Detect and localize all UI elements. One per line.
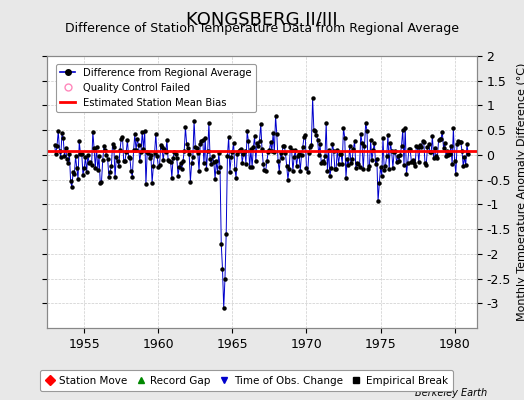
Legend: Difference from Regional Average, Quality Control Failed, Estimated Station Mean: Difference from Regional Average, Qualit… [57, 64, 256, 112]
Y-axis label: Monthly Temperature Anomaly Difference (°C): Monthly Temperature Anomaly Difference (… [517, 63, 524, 321]
Legend: Station Move, Record Gap, Time of Obs. Change, Empirical Break: Station Move, Record Gap, Time of Obs. C… [39, 370, 453, 391]
Text: Berkeley Earth: Berkeley Earth [415, 388, 487, 398]
Text: Difference of Station Temperature Data from Regional Average: Difference of Station Temperature Data f… [65, 22, 459, 35]
Text: KONGSBERG II/III: KONGSBERG II/III [186, 10, 338, 28]
